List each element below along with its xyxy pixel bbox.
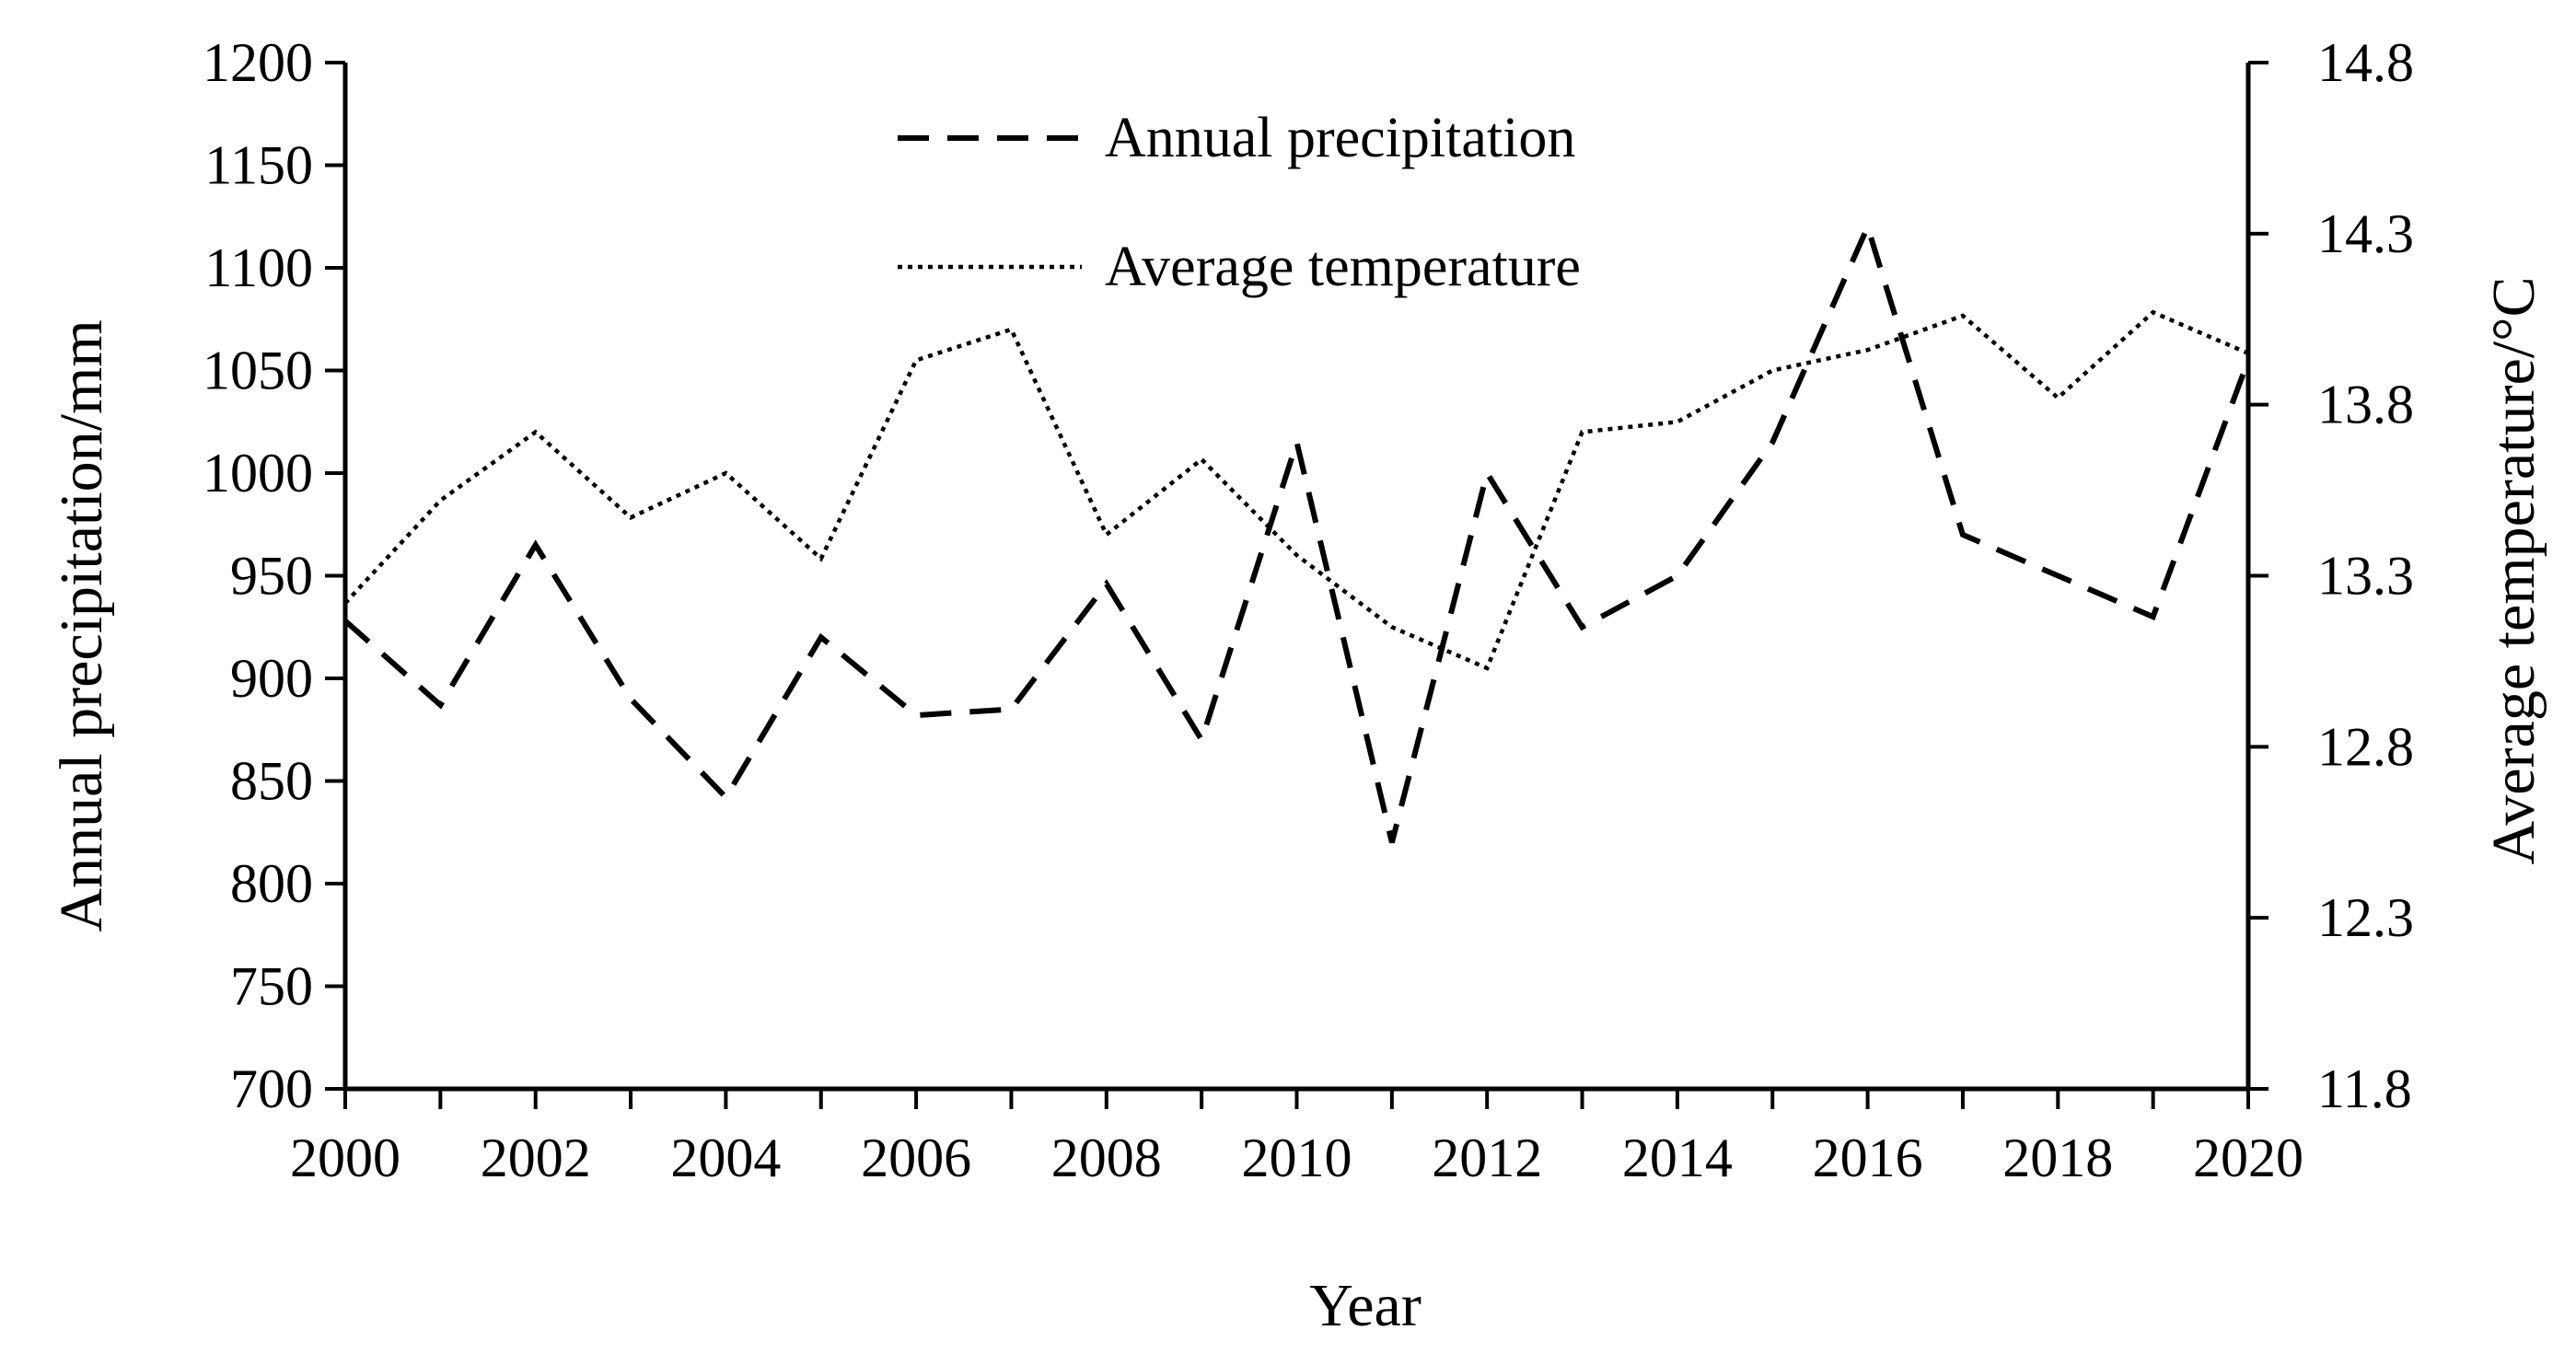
left-y-tick-label: 850 — [230, 751, 313, 812]
x-tick-label: 2006 — [861, 1128, 971, 1188]
left-y-tick-label: 1050 — [203, 341, 313, 401]
left-y-axis-title: Annual precipitation/mm — [48, 319, 115, 931]
right-y-tick-label: 13.3 — [2317, 546, 2414, 607]
left-y-tick-label: 700 — [230, 1058, 313, 1119]
x-tick-label: 2008 — [1051, 1128, 1162, 1188]
left-y-tick-label: 1200 — [203, 32, 313, 93]
x-tick-label: 2014 — [1622, 1128, 1733, 1188]
axes — [342, 63, 2251, 1092]
temperature-series-line — [343, 309, 2249, 671]
x-tick-label: 2018 — [2002, 1128, 2113, 1188]
legend-label: Annual precipitation — [1105, 107, 1575, 169]
x-tick-label: 2020 — [2193, 1128, 2303, 1188]
x-tick-label: 2004 — [670, 1128, 781, 1188]
left-y-tick-label: 750 — [230, 956, 313, 1017]
right-y-tick-label: 13.8 — [2317, 375, 2414, 435]
x-axis-title: Year — [1309, 1272, 1421, 1339]
right-y-tick-label: 11.8 — [2317, 1058, 2412, 1119]
x-tick-label: 2000 — [290, 1128, 400, 1188]
legend-label: Average temperature — [1105, 236, 1581, 298]
right-y-tick-label: 12.3 — [2317, 887, 2414, 948]
left-y-tick-label: 900 — [230, 648, 313, 709]
series-lines — [343, 218, 2251, 844]
ticks: 700 750 800 850 900 950 1000 1050 1100 1150 1200 11… — [203, 32, 2414, 1188]
legend: Annual precipitation Average temperature — [898, 107, 1581, 298]
left-y-tick-label: 1000 — [203, 443, 313, 503]
x-tick-label: 2002 — [481, 1128, 591, 1188]
precipitation-point — [1675, 573, 1680, 579]
precipitation-point — [1008, 706, 1014, 711]
right-y-tick-label: 12.8 — [2317, 716, 2414, 777]
left-y-tick-label: 1150 — [204, 135, 313, 196]
right-y-tick-label: 14.8 — [2317, 32, 2414, 93]
right-y-tick-label: 14.3 — [2317, 203, 2414, 264]
precipitation-series-line — [343, 218, 2251, 844]
left-y-tick-label: 800 — [230, 853, 313, 914]
x-tick-label: 2012 — [1432, 1128, 1542, 1188]
left-y-tick-label: 1100 — [204, 237, 313, 298]
left-y-tick-label: 950 — [230, 546, 313, 607]
precipitation-point — [628, 696, 633, 701]
precipitation-point — [723, 794, 728, 800]
precipitation-point — [1484, 470, 1490, 476]
precipitation-point — [1865, 224, 1871, 229]
x-tick-label: 2010 — [1242, 1128, 1352, 1188]
precipitation-point — [913, 712, 919, 718]
right-y-axis-title: Average temperature/°C — [2480, 276, 2547, 864]
x-tick-label: 2016 — [1813, 1128, 1923, 1188]
